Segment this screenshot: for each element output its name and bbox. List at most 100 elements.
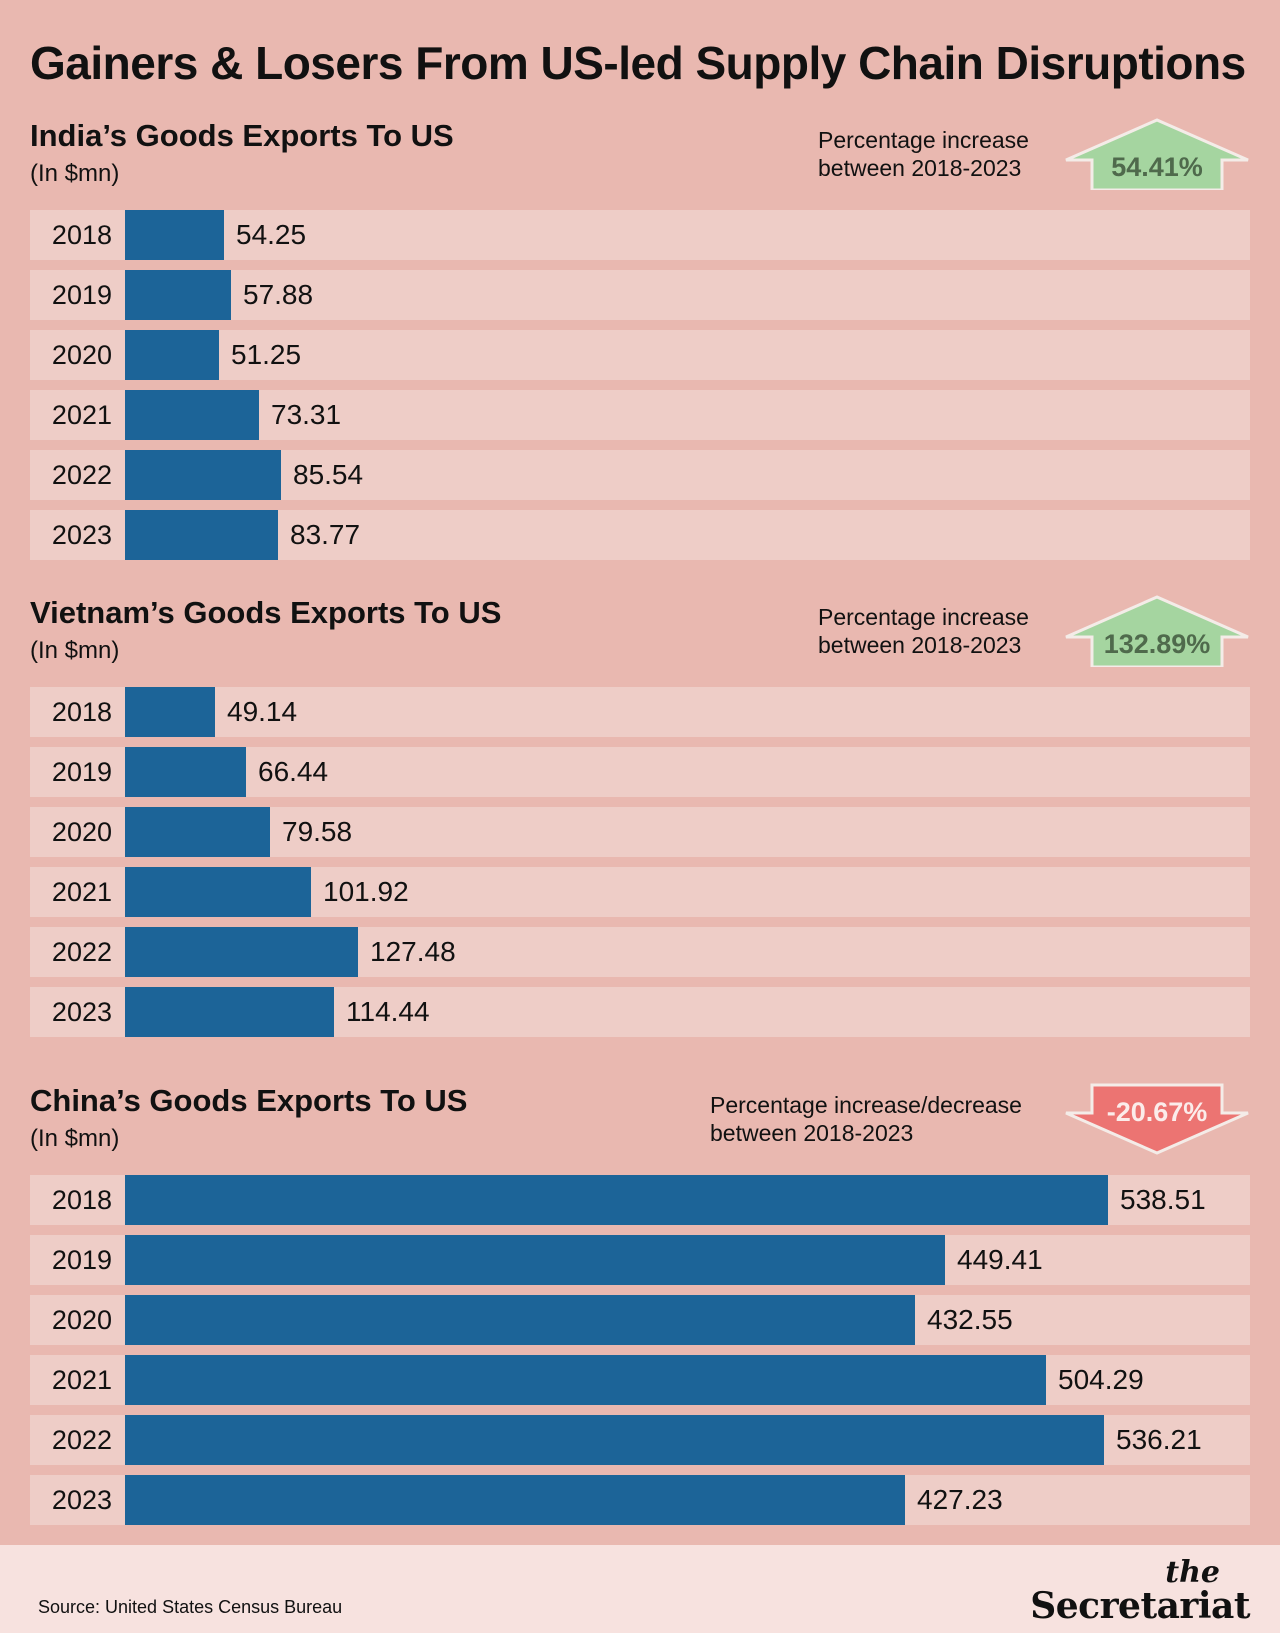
bar-row: 2020 51.25 <box>30 330 1250 380</box>
bar-row: 2019 66.44 <box>30 747 1250 797</box>
bar-row: 2021 101.92 <box>30 867 1250 917</box>
category-label: 2019 <box>51 757 112 787</box>
bar-row: 2023 114.44 <box>30 987 1250 1037</box>
category-label: 2022 <box>51 1425 112 1455</box>
logo-the: the <box>1165 1555 1220 1590</box>
value-label: 54.25 <box>236 219 307 250</box>
value-label: 127.48 <box>370 936 456 967</box>
up-arrow-icon <box>1065 595 1249 667</box>
down-arrow-icon <box>1065 1083 1249 1155</box>
chart-section-india: India’s Goods Exports To US (In $mn) Per… <box>0 118 1280 568</box>
bar <box>125 270 231 320</box>
bar <box>125 747 246 797</box>
bar-row: 2023 83.77 <box>30 510 1250 560</box>
category-label: 2018 <box>51 220 112 250</box>
category-label: 2021 <box>51 1365 112 1395</box>
bar <box>125 1355 1046 1405</box>
category-label: 2019 <box>51 280 112 310</box>
change-value: 132.89% <box>1103 629 1211 659</box>
value-label: 51.25 <box>231 339 302 370</box>
category-label: 2022 <box>51 937 112 967</box>
bar <box>125 927 358 977</box>
chart-unit: (In $mn) <box>30 160 120 187</box>
bar-row: 2022 536.21 <box>30 1415 1250 1465</box>
bar-row: 2019 57.88 <box>30 270 1250 320</box>
value-label: 57.88 <box>243 279 314 310</box>
chart-title: Vietnam’s Goods Exports To US <box>30 595 502 630</box>
value-label: 83.77 <box>290 519 361 550</box>
category-label: 2018 <box>51 697 112 727</box>
change-badge: 54.41% <box>1062 118 1252 190</box>
chart-section-vietnam: Vietnam’s Goods Exports To US (In $mn) P… <box>0 595 1280 1045</box>
change-value: -20.67% <box>1106 1097 1208 1127</box>
category-label: 2022 <box>51 460 112 490</box>
bar <box>125 510 278 560</box>
footer: Source: United States Census Bureau the … <box>0 1545 1280 1633</box>
value-label: 101.92 <box>323 876 409 907</box>
up-arrow-icon <box>1065 118 1249 190</box>
category-label: 2018 <box>51 1185 112 1215</box>
value-label: 79.58 <box>282 816 353 847</box>
category-label: 2020 <box>51 340 112 370</box>
category-label: 2023 <box>51 520 112 550</box>
bar <box>125 867 311 917</box>
bar-rows: 2018 49.14 2019 66.44 2020 79.58 2021 101.92 202… <box>30 687 1250 1037</box>
change-label: Percentage increase between 2018-2023 <box>818 604 1029 658</box>
chart-unit: (In $mn) <box>30 637 120 664</box>
page-title: Gainers & Losers From US-led Supply Chai… <box>30 37 1246 89</box>
value-label: 504.29 <box>1058 1364 1144 1395</box>
value-label: 432.55 <box>927 1304 1013 1335</box>
bar-row: 2020 432.55 <box>30 1295 1250 1345</box>
bar <box>125 450 281 500</box>
bar-rows: 2018 538.51 2019 449.41 2020 432.55 2021 504.29… <box>30 1175 1250 1525</box>
category-label: 2020 <box>51 1305 112 1335</box>
bar <box>125 210 224 260</box>
logo: the Secretariat <box>1020 1555 1250 1627</box>
bar-row: 2022 85.54 <box>30 450 1250 500</box>
change-badge: -20.67% <box>1062 1083 1252 1155</box>
chart-title: India’s Goods Exports To US <box>30 118 454 153</box>
bar-row: 2020 79.58 <box>30 807 1250 857</box>
bar <box>125 1415 1104 1465</box>
value-label: 73.31 <box>271 399 342 430</box>
value-label: 49.14 <box>227 696 298 727</box>
value-label: 449.41 <box>957 1244 1043 1275</box>
chart-unit: (In $mn) <box>30 1125 120 1152</box>
category-label: 2023 <box>51 1485 112 1515</box>
value-label: 85.54 <box>293 459 364 490</box>
bar <box>125 687 215 737</box>
value-label: 538.51 <box>1120 1184 1206 1215</box>
bar-row: 2018 49.14 <box>30 687 1250 737</box>
bar <box>125 390 259 440</box>
bar-row: 2021 504.29 <box>30 1355 1250 1405</box>
category-label: 2019 <box>51 1245 112 1275</box>
category-label: 2020 <box>51 817 112 847</box>
bar <box>125 1475 905 1525</box>
category-label: 2021 <box>51 400 112 430</box>
change-value: 54.41% <box>1111 152 1203 182</box>
bar <box>125 1235 945 1285</box>
bar-row: 2021 73.31 <box>30 390 1250 440</box>
value-label: 114.44 <box>346 996 430 1027</box>
value-label: 427.23 <box>917 1484 1003 1515</box>
bar <box>125 807 270 857</box>
change-label: Percentage increase between 2018-2023 <box>818 127 1029 181</box>
bar-row: 2023 427.23 <box>30 1475 1250 1525</box>
change-badge: 132.89% <box>1062 595 1252 667</box>
bar-row: 2019 449.41 <box>30 1235 1250 1285</box>
bar-row: 2022 127.48 <box>30 927 1250 977</box>
value-label: 536.21 <box>1116 1424 1202 1455</box>
chart-section-china: China’s Goods Exports To US (In $mn) Per… <box>0 1083 1280 1533</box>
change-label: Percentage increase/decrease between 201… <box>710 1092 1022 1146</box>
bar <box>125 1175 1108 1225</box>
source-note: Source: United States Census Bureau <box>38 1597 343 1617</box>
category-label: 2023 <box>51 997 112 1027</box>
bar-row: 2018 54.25 <box>30 210 1250 260</box>
bar-row: 2018 538.51 <box>30 1175 1250 1225</box>
bar <box>125 987 334 1037</box>
bar <box>125 1295 915 1345</box>
bar-rows: 2018 54.25 2019 57.88 2020 51.25 2021 73.31 2022… <box>30 210 1250 560</box>
logo-name: Secretariat <box>1030 1585 1250 1627</box>
chart-title: China’s Goods Exports To US <box>30 1083 468 1118</box>
bar <box>125 330 219 380</box>
